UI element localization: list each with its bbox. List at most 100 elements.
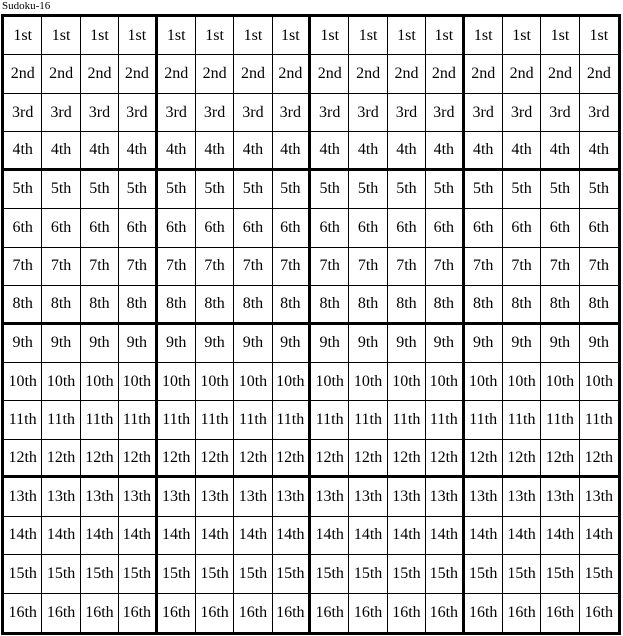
grid-cell: 11th [234, 401, 273, 440]
grid-cell: 14th [579, 516, 618, 556]
grid-cell: 12th [502, 439, 542, 479]
grid-cell: 1st [579, 17, 618, 56]
grid-cell: 4th [579, 132, 618, 171]
grid-cell: 14th [195, 516, 235, 556]
grid-cell: 16th [387, 593, 427, 632]
grid-cell: 14th [464, 516, 503, 556]
grid-cell: 16th [349, 593, 388, 632]
grid-cell: 4th [387, 132, 427, 171]
grid-cell: 8th [464, 286, 503, 325]
grid-cell: 7th [80, 247, 120, 287]
grid-cell: 1st [541, 17, 580, 56]
grid-cell: 12th [157, 439, 196, 479]
grid-cell: 2nd [157, 55, 196, 94]
grid-cell: 3rd [119, 93, 158, 133]
grid-cell: 15th [426, 555, 465, 594]
grid-cell: 4th [42, 132, 81, 171]
grid-cell: 6th [195, 209, 235, 248]
grid-cell: 3rd [42, 93, 81, 133]
grid-cell: 8th [349, 286, 388, 325]
grid-cell: 9th [311, 324, 350, 363]
grid-cell: 8th [579, 286, 618, 325]
grid-cell: 15th [119, 555, 158, 594]
grid-cell: 14th [157, 516, 196, 556]
grid-cell: 8th [42, 286, 81, 325]
grid-cell: 13th [464, 478, 503, 517]
grid-cell: 12th [349, 439, 388, 479]
grid-cell: 6th [234, 209, 273, 248]
grid-cell: 8th [157, 286, 196, 325]
grid-cell: 7th [272, 247, 311, 287]
grid-cell: 3rd [80, 93, 120, 133]
grid-cell: 6th [42, 209, 81, 248]
grid-cell: 13th [119, 478, 158, 517]
grid-cell: 14th [502, 516, 542, 556]
grid-cell: 15th [42, 555, 81, 594]
grid-cell: 2nd [4, 55, 43, 94]
grid-cell: 7th [157, 247, 196, 287]
grid-cell: 8th [4, 286, 43, 325]
grid-cell: 5th [272, 170, 311, 210]
grid-cell: 7th [464, 247, 503, 287]
grid-cell: 1st [80, 17, 120, 56]
grid-cell: 15th [541, 555, 580, 594]
grid-cell: 9th [502, 324, 542, 363]
grid-cell: 16th [272, 593, 311, 632]
grid-cell: 6th [272, 209, 311, 248]
grid-cell: 15th [80, 555, 120, 594]
grid-cell: 15th [387, 555, 427, 594]
grid-cell: 2nd [272, 55, 311, 94]
grid-cell: 5th [234, 170, 273, 210]
grid-cell: 14th [349, 516, 388, 556]
grid-cell: 13th [80, 478, 120, 517]
grid-cell: 1st [119, 17, 158, 56]
grid-cell: 1st [4, 17, 43, 56]
grid-cell: 16th [119, 593, 158, 632]
grid-cell: 2nd [541, 55, 580, 94]
grid-cell: 3rd [426, 93, 465, 133]
grid-cell: 9th [157, 324, 196, 363]
grid-cell: 9th [349, 324, 388, 363]
grid-cell: 10th [272, 362, 311, 402]
grid-cell: 1st [349, 17, 388, 56]
grid-cell: 5th [195, 170, 235, 210]
grid-cell: 8th [272, 286, 311, 325]
grid-cell: 9th [195, 324, 235, 363]
grid-cell: 5th [349, 170, 388, 210]
grid-cell: 4th [195, 132, 235, 171]
grid-cell: 11th [387, 401, 427, 440]
grid-cell: 2nd [119, 55, 158, 94]
grid-cell: 16th [541, 593, 580, 632]
grid-cell: 14th [426, 516, 465, 556]
grid-cell: 11th [464, 401, 503, 440]
grid-cell: 16th [311, 593, 350, 632]
grid-cell: 13th [195, 478, 235, 517]
grid-cell: 15th [502, 555, 542, 594]
grid-cell: 10th [311, 362, 350, 402]
grid-cell: 9th [234, 324, 273, 363]
grid-cell: 7th [195, 247, 235, 287]
grid-cell: 6th [80, 209, 120, 248]
grid-cell: 16th [4, 593, 43, 632]
grid-cell: 2nd [42, 55, 81, 94]
grid-cell: 5th [80, 170, 120, 210]
grid-cell: 12th [42, 439, 81, 479]
grid-cell: 11th [80, 401, 120, 440]
grid-cell: 1st [502, 17, 542, 56]
grid-cell: 10th [426, 362, 465, 402]
grid-cell: 8th [387, 286, 427, 325]
grid-cell: 8th [195, 286, 235, 325]
grid-cell: 10th [579, 362, 618, 402]
grid-cell: 8th [311, 286, 350, 325]
grid-cell: 12th [234, 439, 273, 479]
grid-cell: 10th [157, 362, 196, 402]
grid-cell: 14th [4, 516, 43, 556]
grid-cell: 4th [80, 132, 120, 171]
grid-cell: 1st [157, 17, 196, 56]
grid-cell: 3rd [157, 93, 196, 133]
grid-cell: 1st [272, 17, 311, 56]
grid-cell: 2nd [80, 55, 120, 94]
grid-cell: 12th [579, 439, 618, 479]
sudoku-grid: 1st 1st 1st 1st 1st 1st 1st 1st 1st 1st 1st 1st 1st 1… [1, 14, 621, 635]
